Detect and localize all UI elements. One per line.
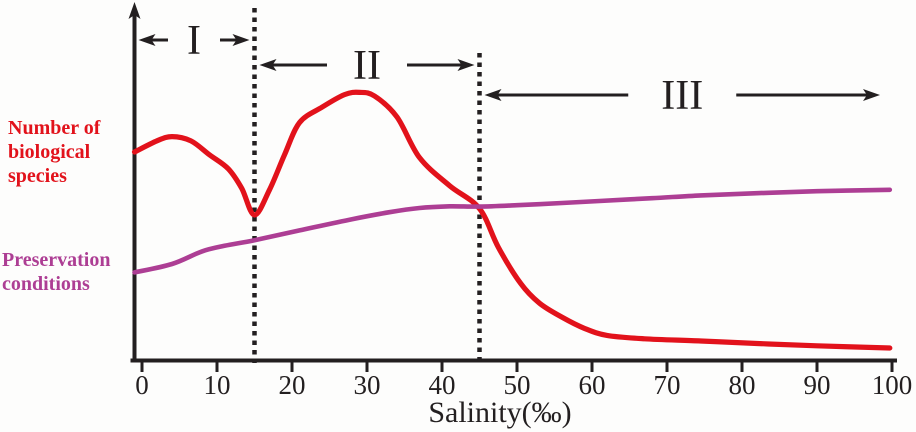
zone-arrow-left-icon bbox=[138, 34, 156, 46]
x-tick-label: 100 bbox=[872, 370, 913, 400]
species-curve-label: Number of biological species bbox=[8, 117, 101, 187]
zone-label-iii: III bbox=[661, 73, 703, 119]
x-ticks: 0 10 20 30 40 50 60 70 80 90 100 bbox=[135, 362, 913, 400]
x-tick-label: 20 bbox=[279, 370, 306, 400]
zone-label-i: I bbox=[187, 18, 201, 64]
zone-arrow-right-icon bbox=[863, 89, 880, 101]
zone-arrow-right-icon bbox=[457, 59, 475, 71]
zone-arrow-left-icon bbox=[484, 89, 502, 101]
x-tick-label: 70 bbox=[654, 370, 681, 400]
x-tick-label: 0 bbox=[135, 370, 149, 400]
x-tick-label: 10 bbox=[204, 370, 231, 400]
curve-preservation bbox=[132, 187, 893, 275]
x-tick-label: 30 bbox=[354, 370, 381, 400]
zone-arrow-right-icon bbox=[232, 34, 250, 46]
x-tick-label: 40 bbox=[429, 370, 456, 400]
x-tick-label: 80 bbox=[729, 370, 756, 400]
zone-arrow-left-icon bbox=[259, 59, 277, 71]
curves bbox=[131, 89, 893, 351]
zone-label-ii: II bbox=[353, 43, 381, 89]
axes bbox=[128, 2, 897, 363]
curve-species bbox=[131, 89, 893, 351]
x-axis-title: Salinity(‰) bbox=[428, 396, 571, 429]
preservation-curve-label: Preservation conditions bbox=[2, 249, 111, 295]
x-tick-label: 90 bbox=[804, 370, 831, 400]
x-tick-label: 50 bbox=[504, 370, 531, 400]
x-tick-label: 60 bbox=[579, 370, 606, 400]
y-axis-arrow-icon bbox=[128, 2, 141, 19]
